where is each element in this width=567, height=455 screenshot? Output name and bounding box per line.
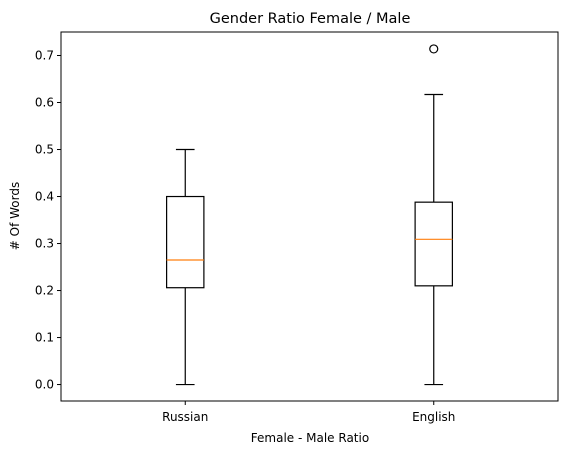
plot-area [166, 44, 453, 386]
x-axis-label: Female - Male Ratio [251, 431, 369, 445]
iqr-box [166, 195, 205, 289]
outlier-point [429, 44, 439, 54]
y-tick-label: 0.0 [35, 378, 54, 392]
x-tick-label: Russian [162, 410, 208, 424]
chart-title: Gender Ratio Female / Male [210, 11, 411, 27]
y-tick-label: 0.6 [35, 96, 54, 110]
x-axis: Russian English [162, 401, 455, 424]
y-axis-label: # Of Words [8, 182, 22, 250]
iqr-box [414, 201, 453, 287]
y-axis: 0.0 0.1 0.2 0.3 0.4 0.5 0.6 0.7 [35, 49, 61, 392]
y-tick-label: 0.1 [35, 331, 54, 345]
y-tick-label: 0.3 [35, 237, 54, 251]
y-tick-label: 0.2 [35, 284, 54, 298]
y-tick-label: 0.7 [35, 49, 54, 63]
box-english [414, 44, 453, 386]
plot-frame [60, 31, 559, 402]
y-tick-label: 0.5 [35, 143, 54, 157]
y-tick-label: 0.4 [35, 190, 54, 204]
x-tick-label: English [412, 410, 455, 424]
box-russian [166, 148, 205, 386]
